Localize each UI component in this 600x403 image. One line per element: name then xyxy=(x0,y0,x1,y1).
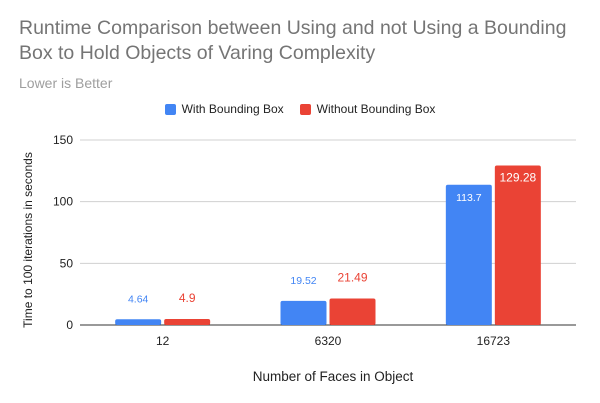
chart-subtitle: Lower is Better xyxy=(19,75,113,91)
bar-with-bounding-box xyxy=(280,300,327,325)
bar-with-bounding-box xyxy=(445,184,492,325)
bar-without-bounding-box xyxy=(164,318,211,325)
legend-swatch-with-bounding-box xyxy=(164,103,176,115)
data-label: 4.9 xyxy=(179,291,196,305)
legend: With Bounding Box Without Bounding Box xyxy=(0,102,600,116)
x-axis-title: Number of Faces in Object xyxy=(253,369,414,384)
bar-with-bounding-box xyxy=(115,319,162,325)
x-tick-label: 16723 xyxy=(477,334,511,348)
data-label: 4.64 xyxy=(128,293,149,305)
legend-label-with-bounding-box: With Bounding Box xyxy=(181,102,284,116)
y-axis-title: Time to 100 iterations in seconds xyxy=(21,152,35,328)
bar-without-bounding-box xyxy=(329,298,376,325)
y-tick-label: 50 xyxy=(60,256,74,270)
legend-label-without-bounding-box: Without Bounding Box xyxy=(316,102,436,116)
x-tick-label: 6320 xyxy=(315,334,342,348)
y-tick-label: 0 xyxy=(66,318,73,332)
data-label: 113.7 xyxy=(456,192,482,204)
legend-item-without-bounding-box: Without Bounding Box xyxy=(299,102,436,116)
data-label: 19.52 xyxy=(290,275,316,287)
data-label: 21.49 xyxy=(337,270,367,284)
x-tick-label: 12 xyxy=(156,334,170,348)
legend-swatch-without-bounding-box xyxy=(299,103,311,115)
data-label: 129.28 xyxy=(499,171,536,185)
y-tick-label: 100 xyxy=(53,195,73,209)
bar-without-bounding-box xyxy=(494,165,541,325)
chart-title: Runtime Comparison between Using and not… xyxy=(19,17,567,64)
y-tick-label: 150 xyxy=(53,133,73,147)
legend-item-with-bounding-box: With Bounding Box xyxy=(164,102,284,116)
